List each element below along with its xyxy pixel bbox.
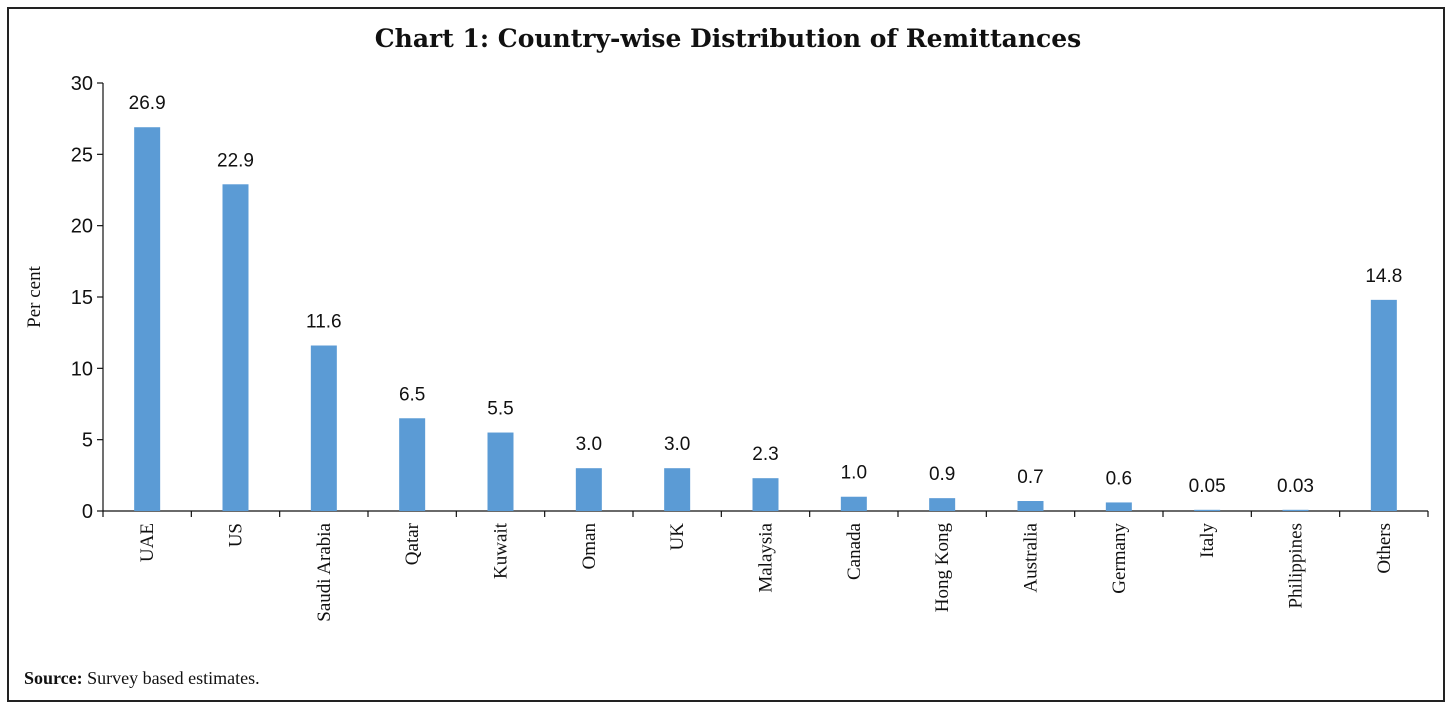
- bar-oman: [575, 468, 602, 511]
- data-label: 1.0: [841, 463, 867, 484]
- x-tick-label: Philippines: [1286, 523, 1307, 609]
- data-label: 3.0: [664, 434, 690, 455]
- data-label: 3.0: [576, 434, 602, 455]
- x-tick-label: Malaysia: [756, 522, 777, 592]
- y-tick-label: 15: [71, 287, 93, 309]
- bar-qatar: [399, 418, 426, 511]
- data-label: 26.9: [129, 93, 166, 114]
- data-label: 11.6: [306, 312, 342, 333]
- x-tick-label: Canada: [844, 522, 865, 580]
- y-tick-label: 25: [71, 144, 93, 166]
- x-tick-label: Qatar: [402, 522, 423, 565]
- y-tick-label: 30: [71, 73, 93, 95]
- data-label: 0.6: [1106, 468, 1132, 489]
- data-label: 0.9: [929, 464, 955, 485]
- chart-title: Chart 1: Country-wise Distribution of Re…: [374, 24, 1082, 53]
- x-tick-label: UK: [667, 523, 688, 551]
- x-tick-label: Italy: [1197, 523, 1218, 558]
- bar-us: [222, 184, 249, 511]
- x-tick-label: Kuwait: [491, 522, 512, 579]
- source-label: Source:: [24, 668, 83, 688]
- x-tick-label: Australia: [1021, 522, 1042, 592]
- data-label: 0.03: [1277, 476, 1314, 497]
- bar-australia: [1017, 501, 1044, 511]
- y-tick-label: 5: [82, 430, 93, 452]
- data-label: 6.5: [399, 384, 425, 405]
- y-tick-label: 20: [71, 216, 93, 238]
- bar-uk: [664, 468, 691, 511]
- x-tick-label: US: [226, 523, 247, 547]
- x-tick-label: Others: [1374, 523, 1395, 574]
- source-note: Source: Survey based estimates.: [24, 668, 260, 689]
- bar-italy: [1194, 509, 1221, 511]
- bar-hong-kong: [929, 498, 956, 511]
- data-label: 22.9: [217, 150, 254, 171]
- y-tick-label: 0: [82, 501, 93, 523]
- data-label: 2.3: [752, 444, 778, 465]
- data-label: 0.7: [1017, 467, 1043, 488]
- x-tick-label: Germany: [1109, 523, 1130, 594]
- x-tick-label: UAE: [137, 523, 158, 562]
- bar-others: [1370, 299, 1397, 511]
- data-label: 0.05: [1189, 476, 1226, 497]
- y-tick-label: 10: [71, 358, 93, 380]
- data-label: 5.5: [487, 399, 513, 420]
- bar-philippines: [1282, 509, 1309, 511]
- bar-saudi-arabia: [310, 345, 337, 511]
- source-text: Survey based estimates.: [82, 668, 260, 688]
- x-tick-label: Saudi Arabia: [314, 522, 335, 621]
- y-axis-title: Per cent: [24, 265, 45, 327]
- bar-kuwait: [487, 432, 514, 511]
- bar-uae: [134, 127, 161, 511]
- data-label: 14.8: [1365, 266, 1402, 287]
- bar-canada: [840, 496, 867, 511]
- bar-germany: [1105, 502, 1132, 511]
- x-tick-label: Oman: [579, 523, 600, 570]
- bar-malaysia: [752, 478, 779, 511]
- x-tick-label: Hong Kong: [932, 523, 953, 613]
